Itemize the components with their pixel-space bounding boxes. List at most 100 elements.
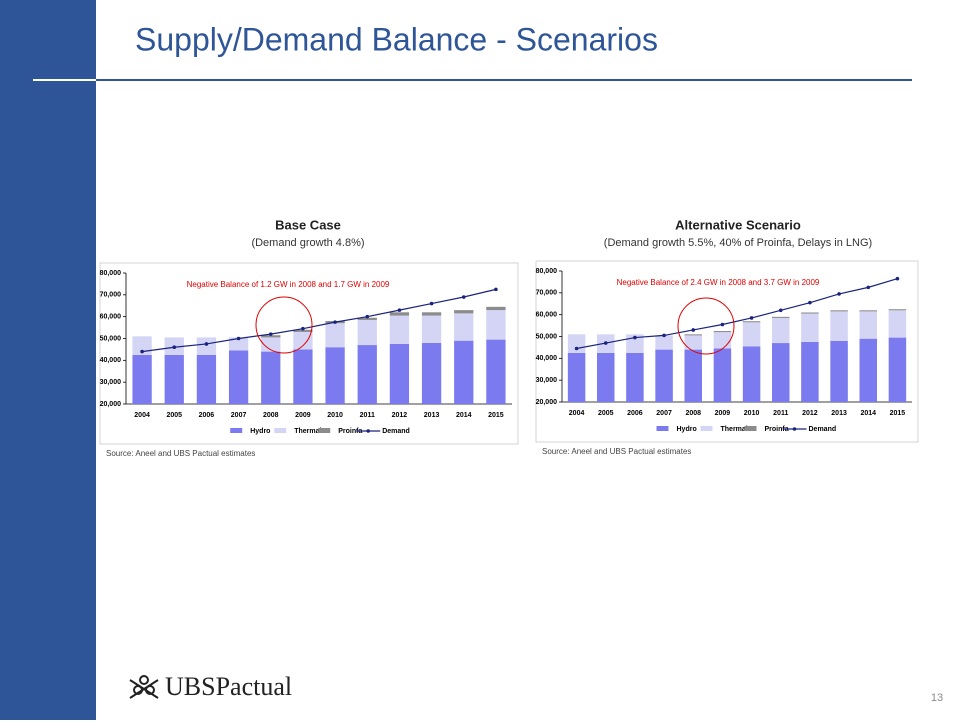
bar-segment bbox=[684, 349, 702, 402]
legend-label: Thermal bbox=[294, 428, 321, 435]
bar-segment bbox=[830, 310, 848, 312]
y-tick-label: 30,000 bbox=[100, 379, 122, 386]
line-point bbox=[574, 346, 579, 351]
x-tick-label: 2013 bbox=[424, 412, 440, 419]
bar-segment bbox=[684, 335, 702, 350]
bar-segment bbox=[830, 311, 848, 341]
bar-segment bbox=[801, 312, 819, 314]
bar-segment bbox=[132, 354, 152, 404]
x-tick-label: 2008 bbox=[263, 412, 279, 419]
bar-segment bbox=[859, 311, 877, 339]
x-tick-label: 2015 bbox=[890, 410, 906, 417]
bar-segment bbox=[357, 317, 377, 320]
bar-segment bbox=[772, 316, 790, 318]
x-tick-label: 2004 bbox=[134, 412, 150, 419]
line-point bbox=[808, 300, 812, 305]
y-tick-label: 50,000 bbox=[100, 335, 122, 342]
x-tick-label: 2006 bbox=[627, 410, 643, 417]
y-tick-label: 40,000 bbox=[536, 355, 558, 362]
line-point bbox=[301, 326, 305, 331]
logo: UBSPactual bbox=[165, 672, 292, 701]
x-tick-label: 2012 bbox=[802, 410, 818, 417]
bar-segment bbox=[293, 329, 313, 332]
bar-segment bbox=[454, 313, 474, 341]
x-tick-label: 2015 bbox=[488, 412, 504, 419]
annotation: Negative Balance of 2.4 GW in 2008 and 3… bbox=[617, 278, 820, 287]
x-tick-label: 2007 bbox=[656, 410, 672, 417]
bar-segment bbox=[888, 310, 907, 338]
x-tick-label: 2007 bbox=[231, 412, 247, 419]
line-point bbox=[837, 292, 841, 296]
legend-swatch bbox=[744, 426, 757, 431]
bar-segment bbox=[684, 334, 702, 336]
logo-icon bbox=[129, 675, 159, 699]
source: Source: Aneel and UBS Pactual estimates bbox=[542, 447, 691, 456]
plot-frame bbox=[535, 260, 919, 443]
bar-segment bbox=[261, 335, 281, 338]
line-point bbox=[333, 320, 337, 324]
y-tick-label: 30,000 bbox=[536, 377, 558, 384]
legend-swatch bbox=[318, 428, 331, 433]
line-point bbox=[429, 301, 434, 306]
bar-segment bbox=[261, 337, 281, 352]
legend-point bbox=[366, 429, 371, 433]
legend-swatch bbox=[656, 426, 669, 431]
x-tick-label: 2009 bbox=[715, 410, 731, 417]
bar-segment bbox=[859, 310, 877, 312]
plot-frame bbox=[99, 262, 519, 445]
x-tick-label: 2009 bbox=[295, 412, 311, 419]
bar-segment bbox=[742, 321, 761, 323]
y-tick-label: 80,000 bbox=[100, 270, 122, 277]
chart-subtitle: (Demand growth 4.8%) bbox=[251, 237, 364, 249]
bar-segment bbox=[567, 352, 586, 402]
x-tick-label: 2014 bbox=[456, 412, 472, 419]
bar-segment bbox=[421, 342, 442, 404]
bar-segment bbox=[454, 310, 474, 314]
legend-label: Hydro bbox=[677, 426, 697, 433]
side-bar bbox=[0, 0, 96, 720]
bar-segment bbox=[626, 352, 644, 402]
chart-title: Base Case bbox=[275, 217, 341, 232]
annotation: Negative Balance of 1.2 GW in 2008 and 1… bbox=[187, 280, 390, 289]
page-number: 13 bbox=[931, 692, 943, 704]
bar-segment bbox=[655, 349, 673, 402]
line-series bbox=[576, 278, 898, 350]
bar-segment bbox=[389, 312, 410, 316]
x-tick-label: 2006 bbox=[199, 412, 215, 419]
line-point bbox=[720, 322, 725, 327]
y-tick-label: 70,000 bbox=[536, 290, 558, 297]
x-tick-label: 2011 bbox=[773, 410, 788, 417]
bar-segment bbox=[888, 309, 907, 311]
line-point bbox=[268, 332, 273, 336]
bar-segment bbox=[325, 347, 345, 404]
line-point bbox=[397, 308, 402, 312]
slide-title: Supply/Demand Balance - Scenarios bbox=[135, 21, 658, 57]
line-point bbox=[172, 345, 177, 350]
bar-segment bbox=[486, 310, 506, 340]
bar-segment bbox=[597, 352, 615, 402]
line-point bbox=[461, 295, 466, 299]
line-point bbox=[236, 336, 241, 341]
legend-swatch bbox=[274, 428, 287, 433]
bar-segment bbox=[713, 348, 732, 402]
x-tick-label: 2011 bbox=[360, 412, 375, 419]
legend-label: Hydro bbox=[250, 428, 270, 435]
bar-segment bbox=[389, 315, 410, 344]
legend-label: Demand bbox=[382, 428, 410, 435]
bar-segment bbox=[772, 343, 790, 402]
y-tick-label: 20,000 bbox=[100, 401, 122, 408]
x-tick-label: 2005 bbox=[166, 412, 182, 419]
highlight-circle bbox=[255, 296, 313, 354]
bar-segment bbox=[357, 319, 377, 346]
bar-segment bbox=[713, 332, 732, 349]
legend-swatch bbox=[700, 426, 713, 431]
bar-segment bbox=[132, 336, 152, 355]
y-tick-label: 80,000 bbox=[536, 268, 558, 275]
x-tick-label: 2005 bbox=[598, 410, 614, 417]
bar-segment bbox=[801, 341, 819, 402]
bar-segment bbox=[454, 340, 474, 404]
chart-title: Alternative Scenario bbox=[675, 217, 801, 232]
legend-label: Proinfa bbox=[338, 428, 362, 435]
bar-segment bbox=[421, 312, 442, 316]
